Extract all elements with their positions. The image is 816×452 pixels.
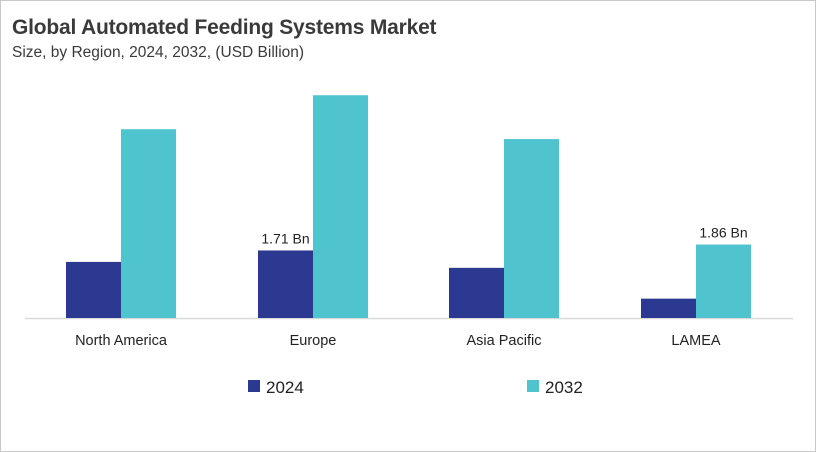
bar-lamea-2024 [641,298,696,318]
bar-europe-2024 [258,250,313,318]
bar-asia-pacific-2032 [504,139,559,318]
bar-north-america-2032 [121,129,176,318]
category-label: Asia Pacific [467,333,542,349]
legend-swatch-2024 [248,380,260,392]
bar-north-america-2024 [66,261,121,318]
chart-subtitle: Size, by Region, 2024, 2032, (USD Billio… [12,44,305,61]
data-label: 1.86 Bn [699,225,747,241]
chart-title: Global Automated Feeding Systems Market [12,16,437,39]
data-label: 1.71 Bn [261,230,309,246]
bar-europe-2032 [313,95,368,318]
legend-swatch-2032 [527,380,539,392]
category-label: Europe [290,333,337,349]
category-label: LAMEA [671,333,720,349]
legend-label: 2024 [266,378,304,397]
bar-lamea-2032 [696,244,751,318]
category-label: North America [75,333,168,349]
bar-asia-pacific-2024 [449,267,504,318]
legend-label: 2032 [545,378,583,397]
